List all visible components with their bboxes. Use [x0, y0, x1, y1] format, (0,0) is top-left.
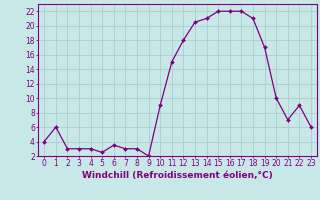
X-axis label: Windchill (Refroidissement éolien,°C): Windchill (Refroidissement éolien,°C) [82, 171, 273, 180]
